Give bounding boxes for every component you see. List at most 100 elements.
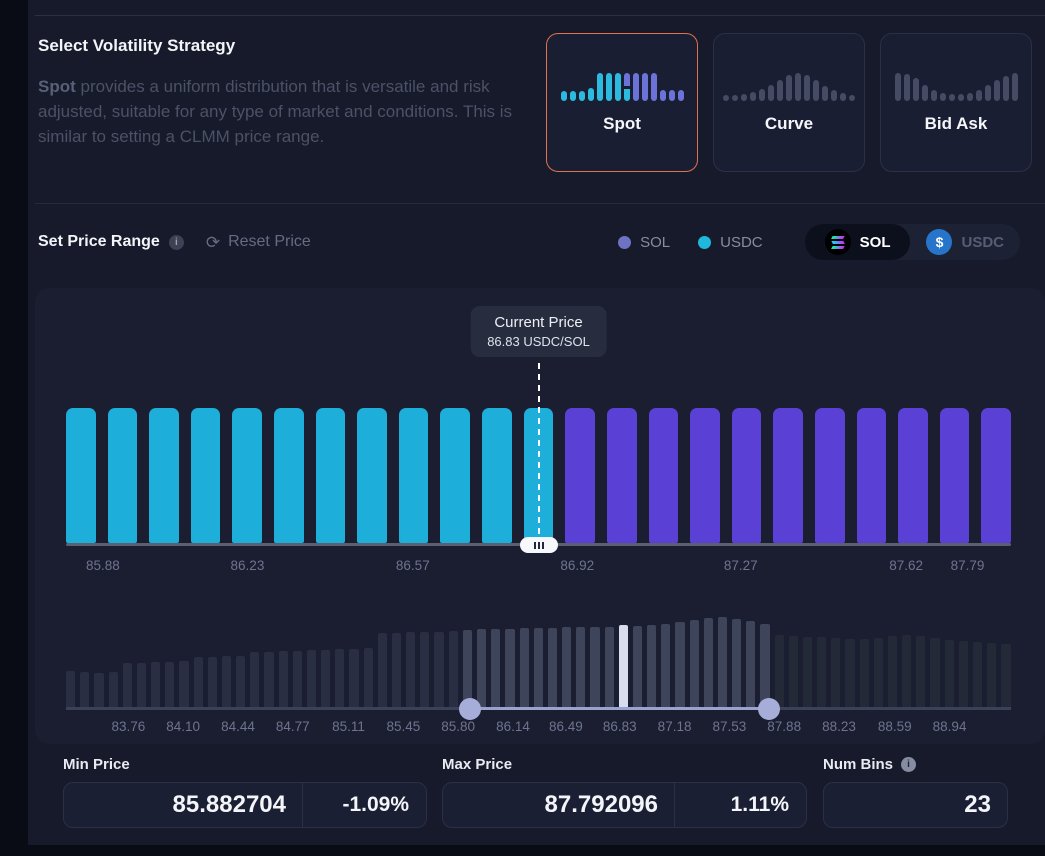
price-range-title: Set Price Range	[38, 233, 160, 250]
axis-label: 86.57	[395, 558, 430, 573]
slider-track-segment	[769, 707, 1011, 710]
mini-bar	[136, 663, 147, 707]
mini-bar	[944, 640, 954, 707]
mini-bar	[590, 627, 600, 707]
liquidity-bar	[482, 408, 512, 543]
mini-bar	[448, 631, 458, 707]
section-title: Select Volatility Strategy	[38, 36, 236, 55]
legend-label: SOL	[640, 233, 671, 251]
strategy-card-label: Curve	[764, 114, 814, 133]
current-price-handle[interactable]	[519, 537, 558, 553]
mini-bar	[519, 628, 529, 707]
mini-bar	[1001, 644, 1011, 707]
mini-bar	[547, 628, 558, 707]
liquidity-bar	[398, 408, 429, 543]
mini-bar	[434, 632, 444, 707]
axis-label: 85.11	[332, 719, 365, 734]
curve-distribution-icon	[723, 71, 855, 101]
mini-bar	[250, 652, 260, 707]
mini-bar	[618, 625, 628, 707]
liquidity-bar	[357, 408, 387, 543]
mini-bar	[505, 629, 515, 707]
mini-bar	[817, 637, 827, 707]
axis-label: 88.94	[932, 719, 967, 734]
strategy-card-curve[interactable]: Curve	[713, 33, 865, 172]
min-price-input[interactable]: 85.882704	[172, 791, 286, 818]
legend-item-usdc: USDC	[698, 234, 763, 251]
toggle-sol[interactable]: SOL	[804, 224, 911, 260]
axis-label: 87.79	[950, 558, 985, 573]
range-handle-max[interactable]	[758, 697, 781, 720]
axis-label: 86.23	[230, 558, 265, 573]
max-price-box: 87.792096 1.11%	[442, 782, 807, 828]
strategy-card-spot[interactable]: Spot	[546, 33, 698, 172]
liquidity-bar	[440, 408, 471, 543]
mini-bar	[973, 642, 983, 707]
axis-label: 86.92	[560, 558, 595, 573]
current-price-line	[537, 363, 540, 544]
min-price-box: 85.882704 -1.09%	[63, 782, 427, 828]
range-handle-min[interactable]	[458, 697, 481, 720]
mini-bar	[221, 656, 232, 707]
slider-track-segment	[66, 707, 470, 710]
toggle-usdc[interactable]: $ USDC	[910, 224, 1020, 260]
strategy-cards: Spot Curve Bid Ask	[546, 33, 1032, 172]
mini-bar	[363, 648, 373, 707]
min-price-label: Min Price	[63, 756, 130, 773]
strategy-description: Spot provides a uniform distribution tha…	[38, 74, 516, 149]
liquidity-bar	[274, 408, 304, 543]
mini-bar	[902, 635, 912, 707]
num-bins-box: 23	[823, 782, 1008, 828]
mini-bar	[647, 625, 657, 707]
mini-bar	[661, 624, 671, 707]
usdc-dot-icon	[698, 235, 712, 249]
num-bins-input[interactable]: 23	[964, 791, 991, 818]
max-price-input[interactable]: 87.792096	[544, 791, 658, 818]
axis-label: 86.49	[548, 719, 583, 734]
mini-bar	[122, 663, 132, 707]
spot-distribution-icon	[560, 71, 684, 101]
price-inputs-row: Min Price 85.882704 -1.09% Max Price 87.…	[63, 756, 1008, 828]
mini-chart-bars	[66, 615, 1011, 707]
mini-bar	[94, 673, 104, 707]
mini-bar	[958, 641, 968, 707]
axis-label: 85.45	[386, 719, 421, 734]
mini-bar	[476, 629, 487, 707]
mini-bar	[717, 617, 728, 707]
usdc-icon: $	[926, 229, 953, 255]
num-bins-info-icon[interactable]: i	[901, 757, 917, 772]
max-price-group: Max Price 87.792096 1.11%	[442, 756, 807, 828]
price-range-header: Set Price Range i ⟳ Reset Price SOL USDC…	[38, 204, 1020, 280]
main-chart-xlabels: 85.88 86.23 86.57 86.92 87.27 87.62 87.79	[66, 546, 1011, 578]
strategy-card-bid-ask[interactable]: Bid Ask	[880, 33, 1032, 172]
num-bins-label: Num Bins	[823, 756, 894, 773]
info-icon[interactable]: i	[168, 234, 184, 250]
axis-label: 87.18	[657, 719, 692, 734]
liquidity-bar	[731, 408, 762, 543]
mini-chart-track[interactable]	[66, 697, 1011, 720]
mini-bar	[576, 627, 586, 707]
liquidity-bar	[107, 408, 138, 543]
mini-bar	[349, 649, 359, 707]
mini-bar	[760, 624, 770, 707]
bid-ask-distribution-icon	[894, 71, 1018, 101]
mini-bar	[66, 671, 76, 707]
liquidity-bar	[315, 408, 346, 543]
mini-bar	[292, 651, 302, 707]
mini-bar	[689, 620, 699, 707]
axis-label: 87.27	[723, 558, 758, 573]
slider-track-segment	[469, 707, 770, 710]
mini-bar	[335, 649, 345, 707]
mini-bar	[321, 650, 331, 707]
reset-icon: ⟳	[205, 232, 221, 252]
mini-bar	[774, 635, 784, 707]
axis-label: 84.44	[221, 719, 255, 734]
liquidity-bar	[648, 408, 679, 543]
mini-bar	[533, 628, 543, 707]
mini-bar	[873, 638, 883, 707]
mini-bar	[179, 661, 189, 707]
mini-bar	[732, 619, 742, 707]
mini-bar	[193, 657, 203, 707]
reset-price-button[interactable]: ⟳ Reset Price	[206, 233, 311, 251]
mini-bar	[462, 630, 472, 707]
